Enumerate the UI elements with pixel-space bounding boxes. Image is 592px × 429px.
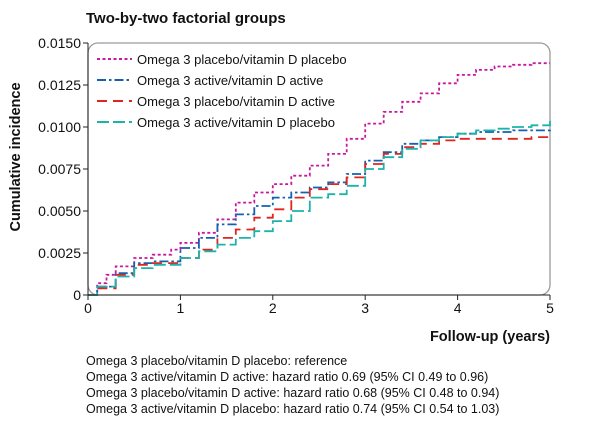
footnote-line: Omega 3 placebo/vitamin D active: hazard…	[86, 386, 500, 400]
x-axis-title: Follow-up (years)	[430, 329, 550, 345]
x-tick-label: 2	[269, 300, 277, 316]
footnote-line: Omega 3 placebo/vitamin D placebo: refer…	[86, 354, 348, 368]
y-tick-label: 0.0125	[38, 77, 81, 93]
series-line	[88, 62, 550, 296]
x-tick-label: 5	[546, 300, 554, 316]
legend-label: Omega 3 placebo/vitamin D placebo	[137, 52, 347, 67]
y-tick-label: 0.0150	[38, 35, 81, 51]
y-axis-title: Cumulative incidence	[8, 82, 24, 231]
series-line	[88, 120, 551, 296]
legend-label: Omega 3 active/vitamin D placebo	[137, 115, 335, 130]
series-line	[88, 136, 550, 296]
x-tick-label: 0	[84, 300, 92, 316]
series-line	[88, 128, 551, 296]
x-tick-label: 1	[177, 300, 185, 316]
hazard-ratio-notes: Omega 3 placebo/vitamin D placebo: refer…	[86, 353, 499, 417]
x-tick-label: 4	[454, 300, 462, 316]
y-tick-label: 0.0100	[38, 119, 81, 135]
y-tick-label: 0.0050	[38, 203, 81, 219]
legend-label: Omega 3 active/vitamin D active	[137, 73, 323, 88]
footnote-line: Omega 3 active/vitamin D active: hazard …	[86, 370, 489, 384]
chart-title: Two-by-two factorial groups	[86, 10, 286, 27]
legend-label: Omega 3 placebo/vitamin D active	[137, 94, 335, 109]
y-tick-label: 0.0025	[38, 245, 81, 261]
y-tick-label: 0	[73, 287, 81, 303]
y-tick-label: 0.0075	[38, 161, 81, 177]
x-tick-label: 3	[361, 300, 369, 316]
chart-svg: Omega 3 placebo/vitamin D placebo Omega 3…	[8, 35, 554, 345]
footnote-line: Omega 3 active/vitamin D placebo: hazard…	[86, 402, 500, 416]
